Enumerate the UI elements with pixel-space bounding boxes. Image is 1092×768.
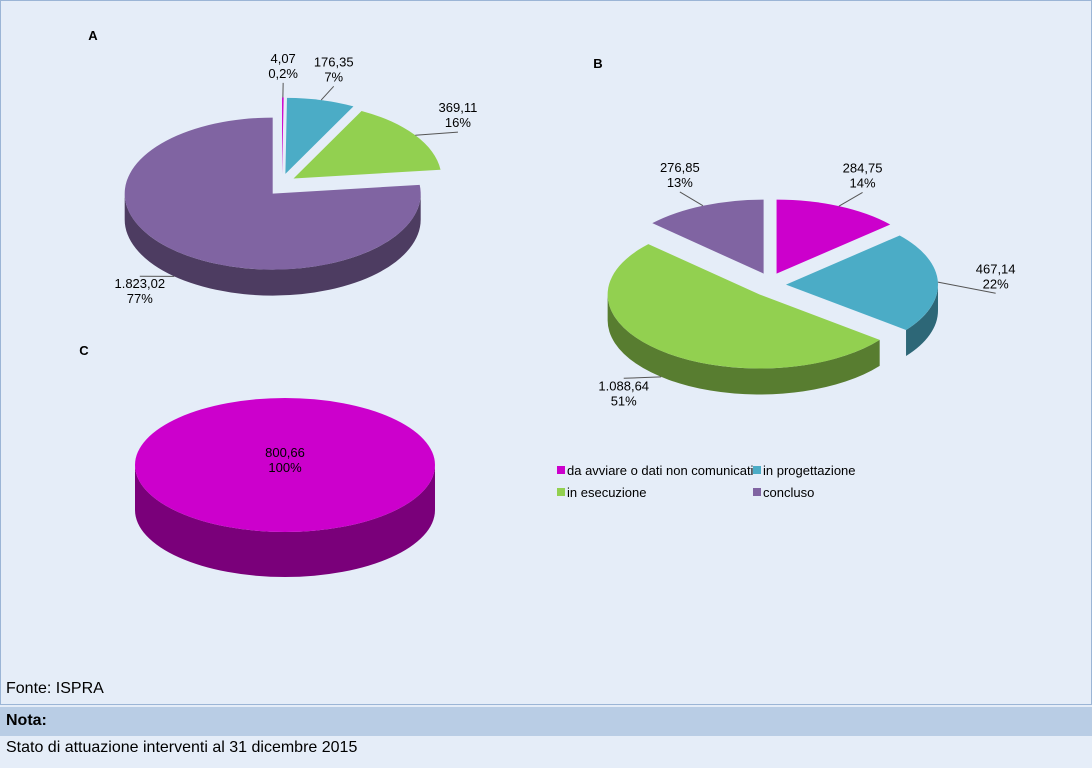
chart-title: A	[88, 28, 98, 43]
slice	[135, 398, 435, 532]
percent-label: 16%	[445, 115, 471, 130]
chart-title: B	[593, 56, 602, 71]
percent-label: 22%	[983, 276, 1009, 291]
percent-label: 13%	[667, 175, 693, 190]
slice-side	[124, 193, 421, 296]
slice-side	[607, 294, 880, 395]
value-label: 467,14	[976, 261, 1016, 276]
note: Stato di attuazione interventi al 31 dic…	[6, 739, 358, 756]
leader-line	[415, 131, 458, 136]
slice	[285, 97, 354, 174]
legend-swatch	[557, 488, 565, 496]
slice	[293, 110, 441, 179]
value-label: 176,35	[314, 54, 354, 69]
leader-line	[937, 281, 996, 294]
slice	[652, 199, 764, 274]
slice	[282, 97, 284, 174]
note-bar	[0, 707, 1092, 736]
percent-label: 7%	[324, 69, 343, 84]
chart-border	[0, 0, 1092, 705]
legend-swatch	[753, 488, 761, 496]
slice	[124, 117, 421, 270]
legend-label: in progettazione	[763, 463, 856, 478]
leader-line	[320, 85, 335, 101]
slice	[785, 235, 938, 330]
chart-title: C	[79, 343, 89, 358]
value-label: 1.088,64	[598, 378, 649, 393]
percent-label: 51%	[611, 393, 637, 408]
percent-label: 77%	[127, 291, 153, 306]
value-label: 284,75	[843, 160, 883, 175]
slice	[607, 244, 880, 369]
percent-label: 100%	[268, 460, 302, 475]
legend-label: concluso	[763, 485, 814, 500]
slice-side	[906, 284, 938, 356]
source: Fonte: ISPRA	[6, 680, 104, 697]
note-title: Nota:	[6, 712, 47, 729]
legend-swatch	[753, 466, 761, 474]
leader-line	[623, 376, 662, 379]
value-label: 1.823,02	[114, 276, 165, 291]
legend-label: da avviare o dati non comunicati	[567, 463, 754, 478]
value-label: 800,66	[265, 445, 305, 460]
slice	[776, 199, 891, 274]
value-label: 369,11	[439, 100, 478, 115]
value-label: 4,07	[270, 51, 295, 66]
slice-side	[135, 465, 435, 577]
leader-line	[679, 191, 704, 207]
legend-swatch	[557, 466, 565, 474]
value-label: 276,85	[660, 160, 700, 175]
percent-label: 14%	[850, 175, 876, 190]
legend-label: in esecuzione	[567, 485, 647, 500]
leader-line	[838, 192, 863, 207]
percent-label: 0,2%	[268, 66, 298, 81]
